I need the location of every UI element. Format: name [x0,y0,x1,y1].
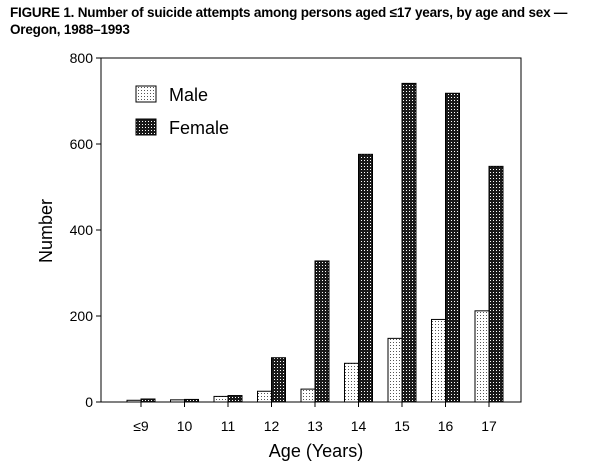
bar-female-11 [227,395,243,403]
bar-male-le9 [126,399,142,403]
x-tick-label: 11 [221,418,236,434]
y-tick-label: 0 [85,394,93,410]
bar-female-14 [358,153,373,403]
y-axis-label: Number [36,199,56,263]
y-tick-label: 200 [70,308,94,324]
x-tick-label: 16 [438,418,454,434]
bar-male-17 [474,310,490,403]
bar-male-11 [213,395,229,403]
y-tick-label: 600 [70,136,94,152]
legend-swatch-female [135,118,157,136]
legend: Male Female [135,85,229,138]
bar-female-15 [401,82,417,403]
legend-swatch-male [135,85,157,103]
bar-male-15 [387,337,403,403]
bar-female-17 [488,165,504,403]
x-tick-label: 17 [481,418,497,434]
bar-male-16 [431,318,446,403]
y-tick-label: 800 [70,50,94,66]
x-axis-label: Age (Years) [269,441,363,461]
bar-female-16 [445,92,460,403]
bar-male-14 [344,362,359,403]
bars-group [126,82,504,403]
legend-label-female: Female [169,118,229,138]
bar-male-12 [257,390,272,403]
x-tick-label: 15 [394,418,410,434]
bar-female-le9 [140,398,156,403]
y-axis: 0 200 400 600 800 [70,50,101,410]
x-tick-label: ≤9 [133,418,149,434]
x-tick-label: 14 [351,418,367,434]
x-tick-label: 10 [177,418,193,434]
x-tick-label: 13 [307,418,323,434]
x-tick-label: 12 [264,418,280,434]
figure-title: FIGURE 1. Number of suicide attempts amo… [10,5,568,37]
bar-female-10 [184,398,199,403]
bar-male-10 [170,399,185,403]
bar-female-13 [314,260,330,403]
bar-male-13 [300,388,316,403]
legend-label-male: Male [169,85,208,105]
x-axis: ≤9 10 11 12 13 14 15 16 17 [133,402,497,434]
y-tick-label: 400 [70,222,94,238]
bar-female-12 [271,357,286,403]
